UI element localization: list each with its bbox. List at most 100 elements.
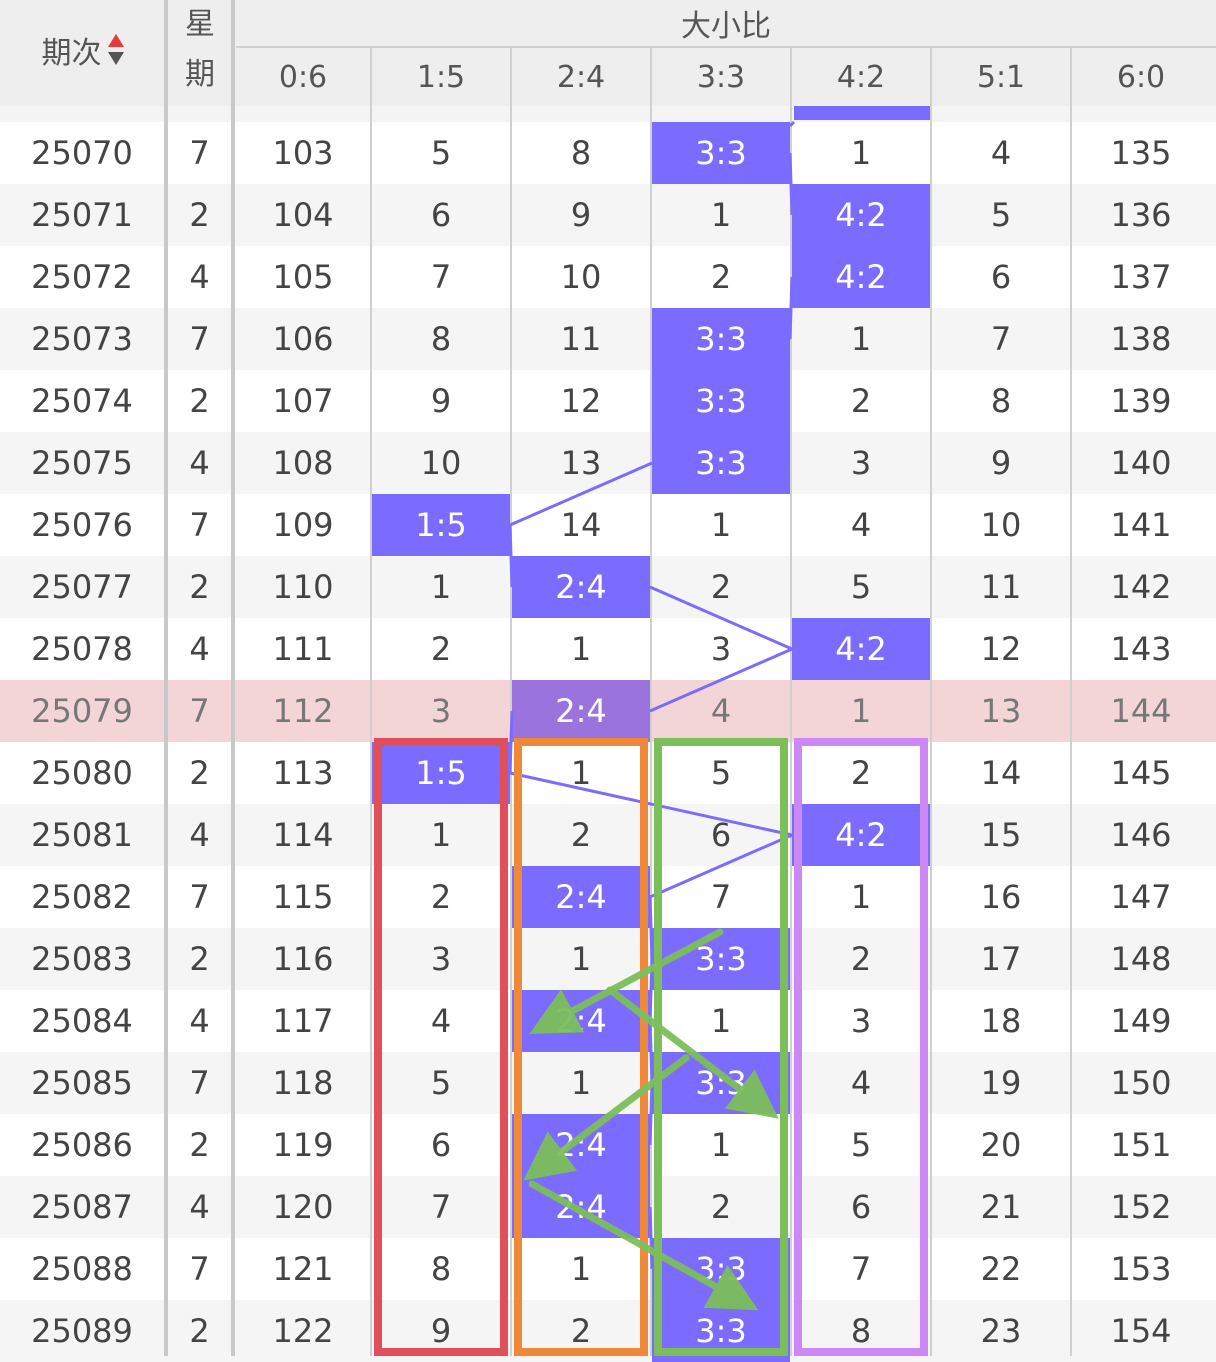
table-row[interactable]: 25071 2 104 6 9 1 4:2 5 136	[0, 184, 1216, 246]
ratio-hit-cell: 3:3	[652, 370, 790, 432]
miss-count-cell: 9	[990, 444, 1012, 482]
miss-count-cell: 21	[980, 1188, 1022, 1226]
table-row[interactable]: 25080 2 113 1:5 1 5 2 14 145	[0, 742, 1216, 804]
miss-count-cell: 148	[1110, 940, 1172, 978]
miss-count-cell: 2	[570, 816, 592, 854]
miss-count-cell: 7	[430, 1188, 452, 1226]
miss-count-cell: 6	[990, 258, 1012, 296]
table-row[interactable]: 25076 7 109 1:5 14 1 4 10 141	[0, 494, 1216, 556]
miss-count-cell: 4	[850, 506, 872, 544]
weekday-header-line2: 期	[185, 57, 215, 92]
column-header: 5:1	[976, 59, 1026, 95]
miss-count-cell: 119	[272, 1126, 334, 1164]
miss-count-cell: 1	[710, 196, 732, 234]
miss-count-cell: 112	[272, 692, 334, 730]
ratio-hit-cell: 2:4	[512, 680, 650, 742]
period-cell: 25086	[31, 1126, 133, 1164]
weekday-cell: 4	[189, 816, 210, 854]
miss-count-cell: 150	[1110, 1064, 1172, 1102]
miss-count-cell: 2	[710, 258, 732, 296]
table-row[interactable]: 25077 2 110 1 2:4 2 5 11 142	[0, 556, 1216, 618]
weekday-cell: 7	[189, 1064, 210, 1102]
miss-count-cell: 146	[1110, 816, 1172, 854]
miss-count-cell: 110	[272, 568, 334, 606]
period-cell: 25080	[31, 754, 133, 792]
weekday-cell: 2	[189, 382, 210, 420]
table-row[interactable]: 25086 2 119 6 2:4 1 5 20 151	[0, 1114, 1216, 1176]
table-row[interactable]: 25088 7 121 8 1 3:3 7 22 153	[0, 1238, 1216, 1300]
miss-count-cell: 147	[1110, 878, 1172, 916]
weekday-cell: 2	[189, 1312, 210, 1350]
period-cell: 25071	[31, 196, 133, 234]
table-row[interactable]: 25089 2 122 9 2 3:3 8 23 154	[0, 1300, 1216, 1362]
miss-count-cell: 153	[1110, 1250, 1172, 1288]
period-cell: 25081	[31, 816, 133, 854]
miss-count-cell: 3	[710, 630, 732, 668]
period-cell: 25077	[31, 568, 133, 606]
table-header: 期次 星 期 大小比 0:6 1:5 2:4 3:3 4:2 5:1 6:0	[0, 0, 1216, 106]
table-row[interactable]: 25079 7 112 3 2:4 4 1 13 144	[0, 680, 1216, 742]
column-header: 1:5	[416, 59, 466, 95]
period-cell: 25072	[31, 258, 133, 296]
miss-count-cell: 109	[272, 506, 334, 544]
miss-count-cell: 6	[430, 1126, 452, 1164]
miss-count-cell: 143	[1110, 630, 1172, 668]
table-row[interactable]: 25084 4 117 4 2:4 1 3 18 149	[0, 990, 1216, 1052]
miss-count-cell: 142	[1110, 568, 1172, 606]
weekday-cell: 4	[189, 258, 210, 296]
miss-count-cell: 14	[560, 506, 602, 544]
miss-count-cell: 6	[710, 816, 732, 854]
miss-count-cell: 20	[980, 1126, 1022, 1164]
miss-count-cell: 122	[272, 1312, 334, 1350]
miss-count-cell: 4	[990, 134, 1012, 172]
table-row[interactable]: 25078 4 111 2 1 3 4:2 12 143	[0, 618, 1216, 680]
miss-count-cell: 114	[272, 816, 334, 854]
column-divider	[164, 0, 168, 1356]
table-row[interactable]: 25085 7 118 5 1 3:3 4 19 150	[0, 1052, 1216, 1114]
period-cell: 25079	[31, 692, 133, 730]
table-row[interactable]: 25073 7 106 8 11 3:3 1 7 138	[0, 308, 1216, 370]
miss-count-cell: 9	[430, 382, 452, 420]
table-row[interactable]: 25083 2 116 3 1 3:3 2 17 148	[0, 928, 1216, 990]
period-header[interactable]: 期次	[0, 0, 165, 100]
period-cell: 25082	[31, 878, 133, 916]
weekday-cell: 2	[189, 1126, 210, 1164]
miss-count-cell: 1	[430, 816, 452, 854]
column-divider	[510, 48, 512, 1356]
miss-count-cell: 105	[272, 258, 334, 296]
weekday-cell: 2	[189, 940, 210, 978]
table-row[interactable]: 25075 4 108 10 13 3:3 3 9 140	[0, 432, 1216, 494]
miss-count-cell: 12	[980, 630, 1022, 668]
ratio-hit-cell: 3:3	[652, 308, 790, 370]
column-divider	[790, 48, 792, 1356]
weekday-cell: 7	[189, 134, 210, 172]
miss-count-cell: 6	[430, 196, 452, 234]
period-cell: 25075	[31, 444, 133, 482]
miss-count-cell: 2	[850, 382, 872, 420]
sort-up-down-icon[interactable]	[107, 34, 124, 66]
period-cell: 25076	[31, 506, 133, 544]
miss-count-cell: 5	[430, 1064, 452, 1102]
table-row[interactable]: 25070 7 103 5 8 3:3 1 4 135	[0, 122, 1216, 184]
miss-count-cell: 3	[430, 692, 452, 730]
miss-count-cell: 1	[570, 940, 592, 978]
table-row[interactable]: 25072 4 105 7 10 2 4:2 6 137	[0, 246, 1216, 308]
miss-count-cell: 17	[980, 940, 1022, 978]
miss-count-cell: 1	[850, 878, 872, 916]
miss-count-cell: 7	[710, 878, 732, 916]
miss-count-cell: 10	[420, 444, 462, 482]
weekday-header: 星 期	[168, 0, 232, 100]
miss-count-cell: 14	[980, 754, 1022, 792]
miss-count-cell: 136	[1110, 196, 1172, 234]
table-row[interactable]: 25081 4 114 1 2 6 4:2 15 146	[0, 804, 1216, 866]
miss-count-cell: 116	[272, 940, 334, 978]
miss-count-cell: 11	[980, 568, 1022, 606]
weekday-cell: 2	[189, 754, 210, 792]
table-row[interactable]: 25074 2 107 9 12 3:3 2 8 139	[0, 370, 1216, 432]
period-cell: 25078	[31, 630, 133, 668]
miss-count-cell: 16	[980, 878, 1022, 916]
ratio-hit-cell: 4:2	[792, 618, 930, 680]
table-row[interactable]: 25087 4 120 7 2:4 2 6 21 152	[0, 1176, 1216, 1238]
table-row[interactable]: 25082 7 115 2 2:4 7 1 16 147	[0, 866, 1216, 928]
miss-count-cell: 8	[430, 320, 452, 358]
